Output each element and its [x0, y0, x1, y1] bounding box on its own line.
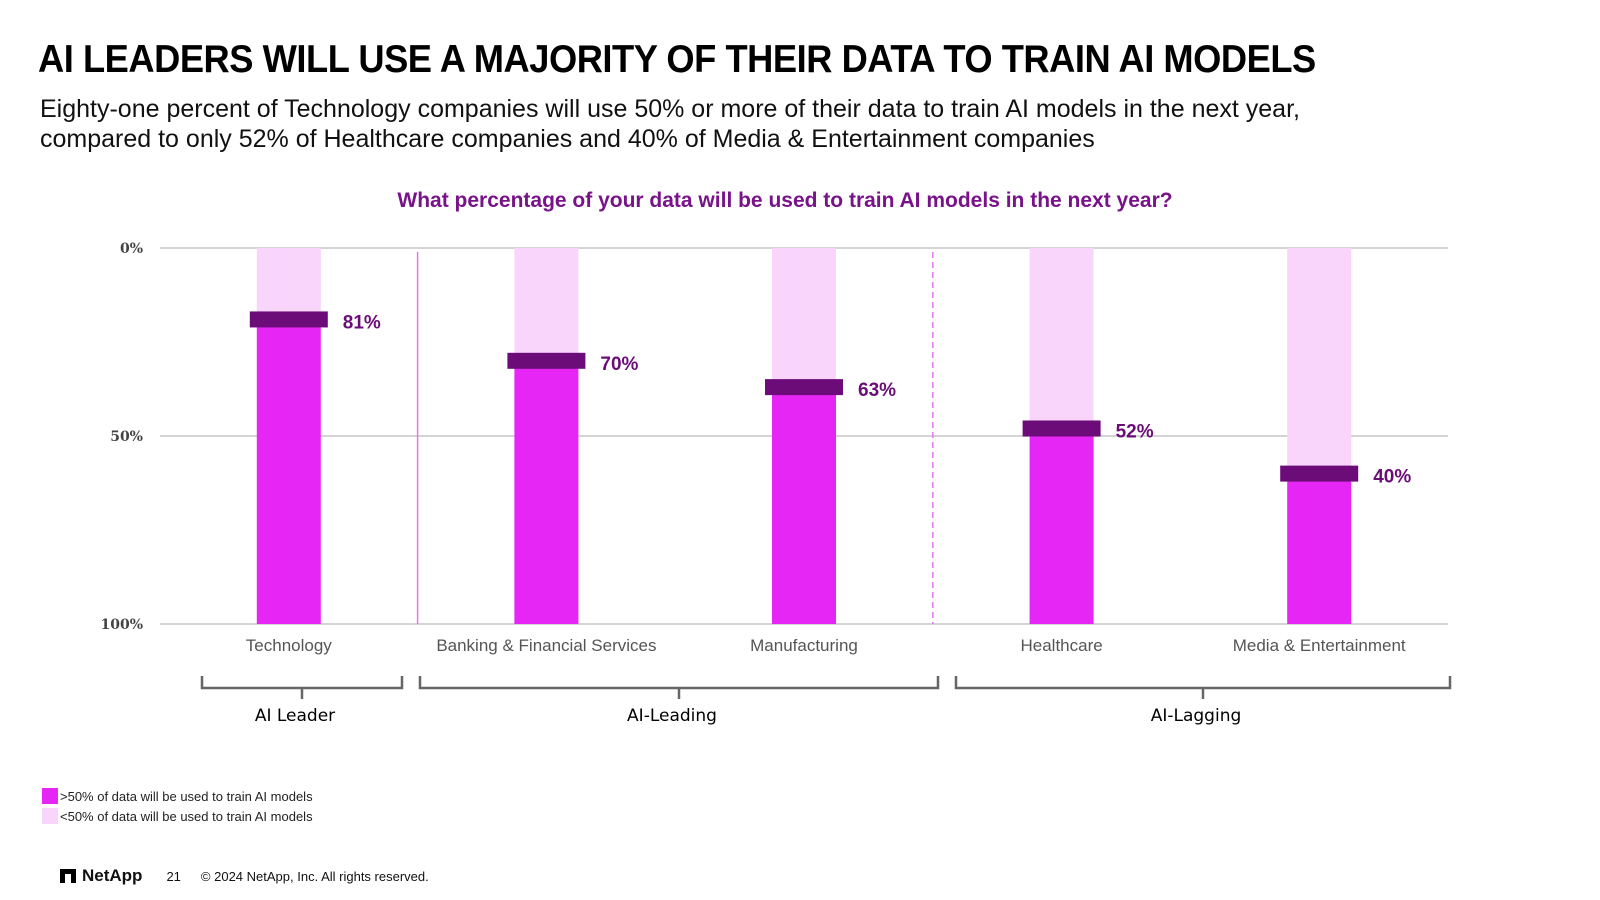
bar-marker-4 [1280, 465, 1359, 482]
x-tick-label-3: Healthcare [1020, 636, 1102, 655]
bar-chart: What percentage of your data will be use… [100, 189, 1452, 726]
x-tick-label-4: Media & Entertainment [1233, 636, 1406, 655]
data-label-1: 70% [600, 354, 638, 375]
bar-marker-1 [507, 352, 586, 369]
group-label-1: AI-Leading [627, 706, 717, 726]
page-title: AI LEADERS WILL USE A MAJORITY OF THEIR … [38, 38, 1316, 81]
x-tick-label-0: Technology [246, 636, 333, 655]
bar-remainder-3 [1029, 248, 1094, 429]
brand-name: NetApp [82, 866, 143, 885]
data-label-4: 40% [1373, 467, 1411, 488]
page-subtitle: Eighty-one percent of Technology compani… [40, 94, 1520, 154]
data-label-2: 63% [858, 380, 896, 401]
legend-item-below-50: <50% of data will be used to train AI mo… [42, 806, 313, 826]
chart-title: What percentage of your data will be use… [397, 189, 1172, 212]
subtitle-line-2: compared to only 52% of Healthcare compa… [40, 125, 1095, 153]
bar-value-1 [514, 360, 579, 624]
data-label-3: 52% [1116, 421, 1154, 442]
bar-value-4 [1287, 473, 1352, 624]
group-bracket-0 [200, 676, 404, 699]
bar-value-0 [256, 319, 321, 624]
x-tick-label-2: Manufacturing [750, 636, 858, 655]
bar-value-3 [1029, 428, 1094, 624]
y-tick-label-0: 0% [120, 241, 143, 257]
netapp-logo: NetApp [60, 866, 142, 886]
page-number: 21 [166, 868, 181, 884]
bar-remainder-0 [256, 248, 321, 320]
netapp-logo-icon [60, 869, 76, 883]
footer: NetApp 21 © 2024 NetApp, Inc. All rights… [60, 866, 429, 886]
legend-label-above-50: >50% of data will be used to train AI mo… [60, 788, 313, 804]
group-bracket-1 [418, 676, 940, 699]
bar-remainder-4 [1287, 248, 1352, 474]
y-tick-label-50: 50% [110, 429, 143, 445]
data-label-0: 81% [343, 312, 381, 333]
legend-swatch-above-50 [42, 788, 58, 804]
legend-item-above-50: >50% of data will be used to train AI mo… [42, 786, 313, 806]
legend-label-below-50: <50% of data will be used to train AI mo… [60, 808, 313, 824]
x-tick-label-1: Banking & Financial Services [436, 636, 656, 655]
y-tick-label-100: 100% [100, 617, 143, 633]
subtitle-line-1: Eighty-one percent of Technology compani… [40, 95, 1300, 123]
legend-swatch-below-50 [42, 808, 58, 824]
bar-remainder-1 [514, 248, 579, 361]
chart-legend: >50% of data will be used to train AI mo… [42, 786, 313, 826]
bar-marker-3 [1022, 420, 1101, 437]
group-bracket-2 [954, 676, 1452, 699]
bar-marker-2 [765, 379, 843, 396]
group-label-2: AI-Lagging [1151, 706, 1242, 726]
bar-remainder-2 [772, 248, 836, 388]
bar-value-2 [772, 387, 836, 624]
bar-marker-0 [249, 311, 328, 328]
group-label-0: AI Leader [255, 706, 335, 726]
copyright: © 2024 NetApp, Inc. All rights reserved. [200, 868, 429, 884]
